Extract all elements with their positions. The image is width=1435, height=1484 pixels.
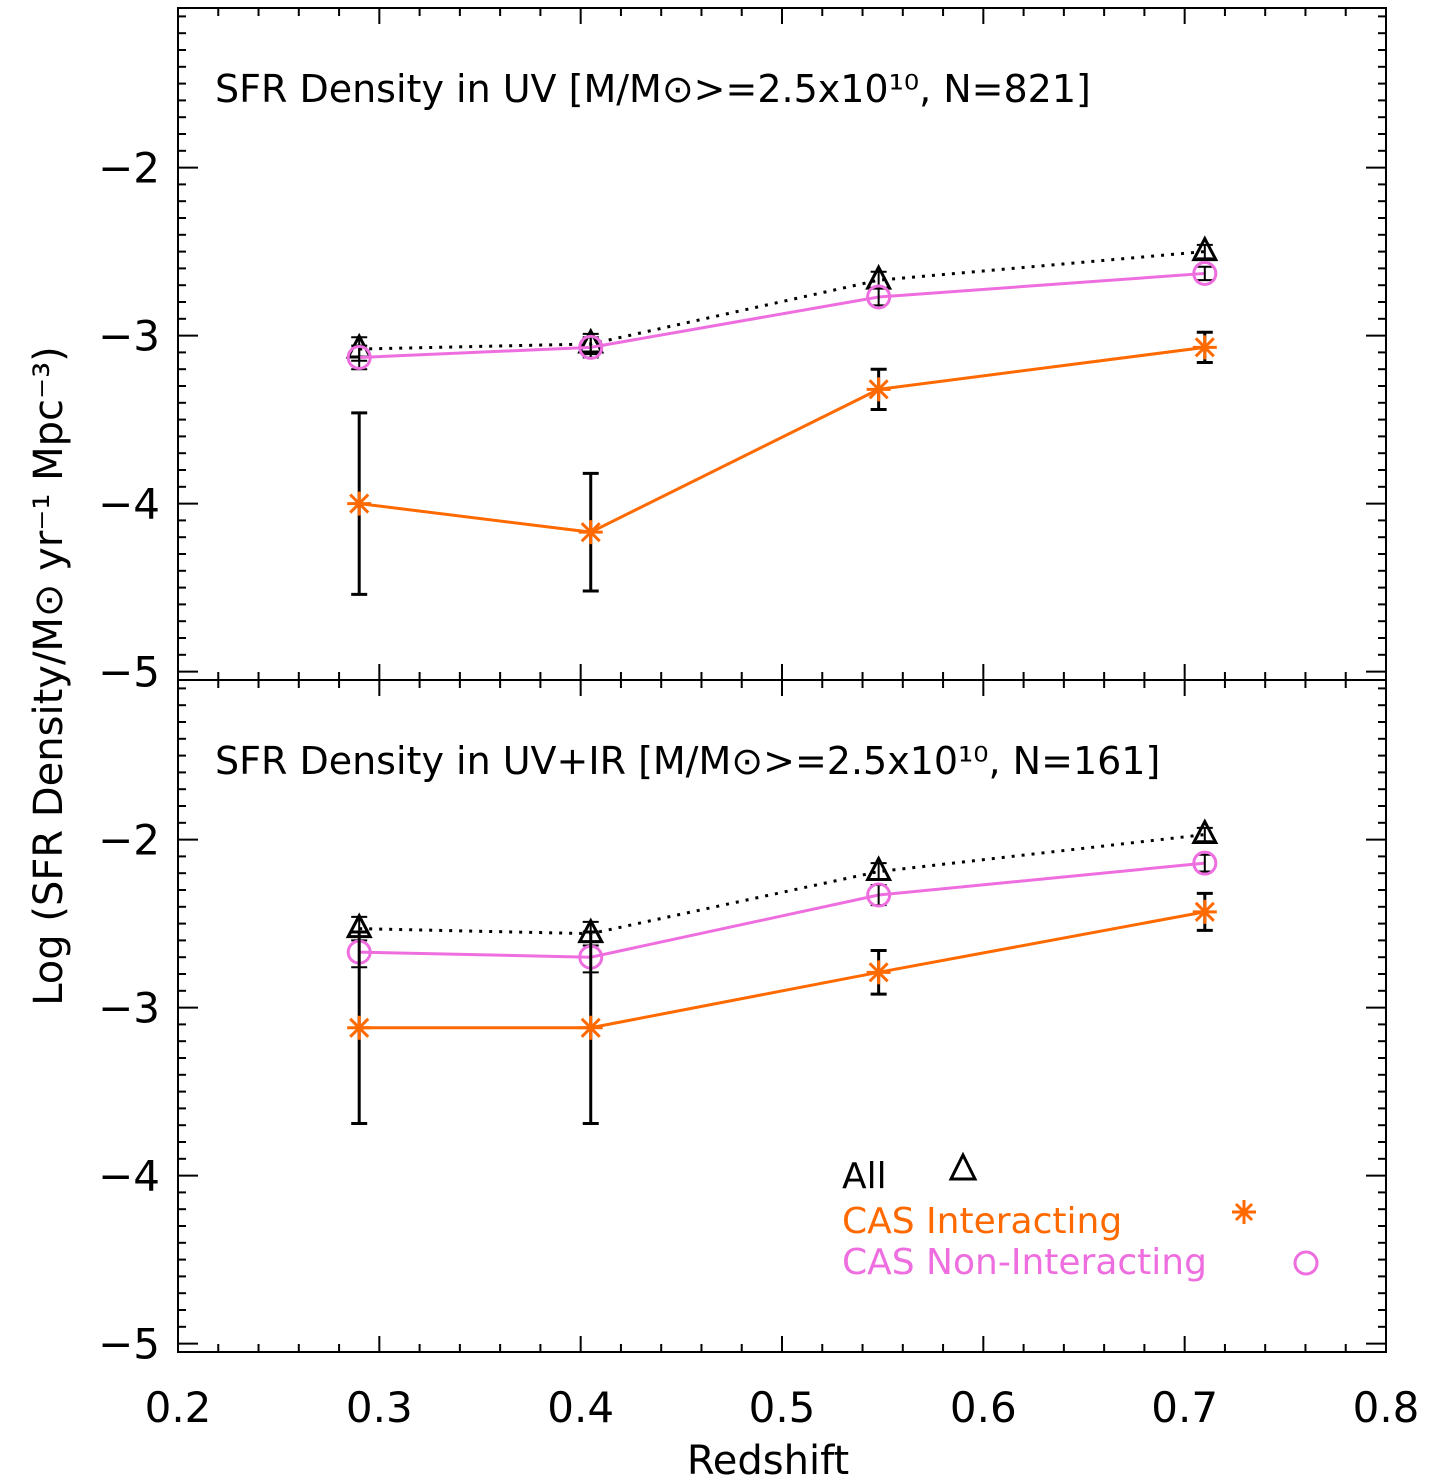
series-line-circle xyxy=(359,861,1205,959)
data-point-triangle xyxy=(1191,235,1219,262)
legend-label-all: All xyxy=(842,1156,887,1197)
data-point-asterisk xyxy=(578,1015,603,1040)
series-line-asterisk xyxy=(359,910,1206,1030)
x-tick-label: 0.6 xyxy=(950,1383,1017,1432)
data-point-asterisk xyxy=(578,520,603,545)
series-line-asterisk xyxy=(359,345,1205,534)
x-tick-label: 0.7 xyxy=(1151,1383,1218,1432)
data-point-asterisk xyxy=(1192,335,1217,360)
panel-uv: −2 −3 −4 −5 SFR Density in UV [M/M⊙>=2.5x10¹… xyxy=(98,7,1387,697)
legend-triangle-icon xyxy=(948,1151,978,1181)
y-tick-label: −5 xyxy=(98,648,160,697)
data-point-asterisk xyxy=(347,1015,372,1040)
data-point-circle xyxy=(866,882,892,908)
y-axis-label: Log (SFR Density/M⊙ yr⁻¹ Mpc⁻³) xyxy=(26,346,72,1006)
data-point-circle xyxy=(346,344,372,370)
data-point-circle xyxy=(866,284,892,310)
y-tick-label: −4 xyxy=(98,480,160,529)
data-point-asterisk xyxy=(347,491,372,516)
data-point-triangle xyxy=(865,855,893,882)
data-point-circle xyxy=(1192,260,1218,286)
panel-title: SFR Density in UV+IR [M/M⊙>=2.5x10¹⁰, N=… xyxy=(215,739,1160,783)
legend-label-cas-non-interacting: CAS Non-Interacting xyxy=(842,1242,1207,1283)
data-point-asterisk xyxy=(866,960,891,985)
data-point-circle xyxy=(1192,850,1218,876)
data-point-triangle xyxy=(1191,818,1219,845)
legend-label-cas-interacting: CAS Interacting xyxy=(842,1201,1122,1242)
series-line-circle xyxy=(359,271,1205,359)
x-tick-label: 0.2 xyxy=(145,1383,212,1432)
legend-circle-icon xyxy=(1293,1250,1319,1276)
panel-title: SFR Density in UV [M/M⊙>=2.5x10¹⁰, N=821… xyxy=(215,67,1091,111)
y-tick-label: −3 xyxy=(98,312,160,361)
y-tick-label: −5 xyxy=(98,1320,160,1369)
x-axis-label: Redshift xyxy=(687,1438,849,1484)
y-tick-label: −2 xyxy=(98,144,160,193)
series-line-triangle xyxy=(359,250,1205,351)
y-tick-label: −4 xyxy=(98,1152,160,1201)
legend-asterisk-icon xyxy=(1232,1200,1256,1224)
x-tick-label: 0.3 xyxy=(346,1383,413,1432)
y-tick-label: −2 xyxy=(98,816,160,865)
x-tick-label: 0.4 xyxy=(547,1383,614,1432)
series-line-triangle xyxy=(359,833,1205,936)
x-tick-label: 0.5 xyxy=(749,1383,816,1432)
data-point-asterisk xyxy=(1192,899,1217,924)
data-point-asterisk xyxy=(866,377,891,402)
panel-uv-ir: −2 −3 −4 −5 0.2 0.3 0.4 0.5 0.6 0.7 0.8 SFR Density… xyxy=(98,679,1420,1432)
y-tick-label: −3 xyxy=(98,984,160,1033)
legend: All CAS Interacting CAS Non-Interacting xyxy=(842,1151,1319,1283)
x-tick-label: 0.8 xyxy=(1353,1383,1420,1432)
data-point-circle xyxy=(578,334,604,360)
